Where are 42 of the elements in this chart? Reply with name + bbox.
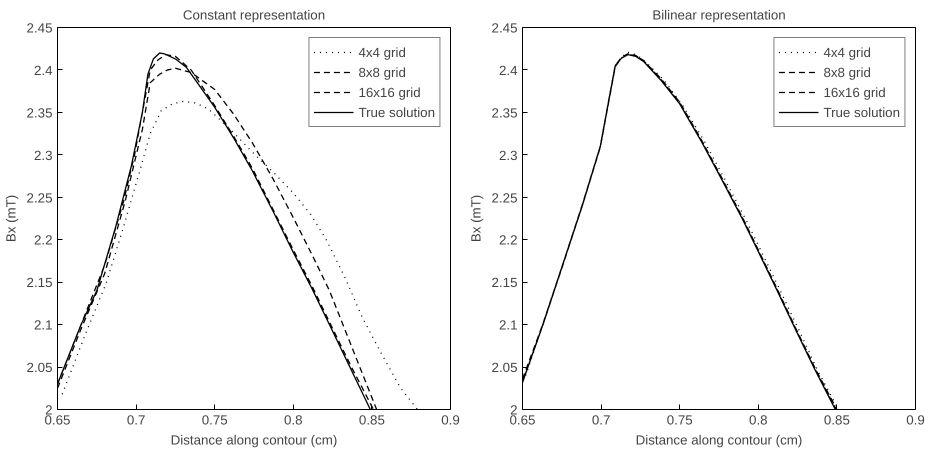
x-tick-label: 0.8 <box>284 412 303 428</box>
y-tick-label: 2.15 <box>26 275 53 290</box>
y-tick-label: 2.45 <box>26 20 53 36</box>
y-tick-label: 2.05 <box>26 360 53 376</box>
y-tick-label: 2.2 <box>34 232 53 248</box>
chart-title: Bilinear representation <box>652 8 786 22</box>
y-tick-label: 2.35 <box>492 105 518 120</box>
legend-label: True solution <box>823 104 900 120</box>
legend-label: 16x16 grid <box>823 84 886 100</box>
y-tick-label: 2.25 <box>26 190 53 206</box>
y-tick-label: 2.4 <box>34 62 54 78</box>
y-axis-title: Bx (mT) <box>468 194 484 242</box>
legend-label: 8x8 grid <box>358 64 406 80</box>
y-tick-label: 2.2 <box>498 232 518 248</box>
y-tick-label: 2.35 <box>26 105 53 120</box>
x-tick-label: 0.85 <box>358 412 385 428</box>
legend-label: 4x4 grid <box>358 44 406 60</box>
y-axis-title: Bx (mT) <box>4 194 19 242</box>
y-tick-label: 2.45 <box>492 20 518 36</box>
y-tick-label: 2.1 <box>34 318 53 333</box>
x-axis-title: Distance along contour (cm) <box>636 432 802 448</box>
x-tick-label: 0.7 <box>126 412 146 428</box>
legend-label: 8x8 grid <box>823 64 871 80</box>
y-tick-label: 2.4 <box>498 62 518 78</box>
y-tick-label: 2.1 <box>498 318 518 333</box>
chart-title: Constant representation <box>182 8 326 22</box>
y-tick-label: 2.3 <box>34 148 53 163</box>
y-tick-label: 2.3 <box>498 148 518 163</box>
x-axis-title: Distance along contour (cm) <box>170 432 338 448</box>
x-tick-label: 0.9 <box>441 412 460 428</box>
x-tick-label: 0.8 <box>749 412 768 428</box>
x-tick-label: 0.7 <box>592 412 610 428</box>
legend-label: 4x4 grid <box>823 44 871 60</box>
y-tick-label: 2.05 <box>492 360 518 376</box>
x-tick-label: 0.85 <box>824 412 850 428</box>
x-tick-label: 0.9 <box>906 412 925 428</box>
x-tick-label: 0.75 <box>666 412 693 428</box>
legend-label: True solution <box>358 104 435 120</box>
legend-label: 16x16 grid <box>358 84 421 100</box>
y-tick-label: 2.15 <box>492 275 518 290</box>
x-tick-label: 0.75 <box>202 412 228 428</box>
y-tick-label: 2.25 <box>492 190 518 206</box>
